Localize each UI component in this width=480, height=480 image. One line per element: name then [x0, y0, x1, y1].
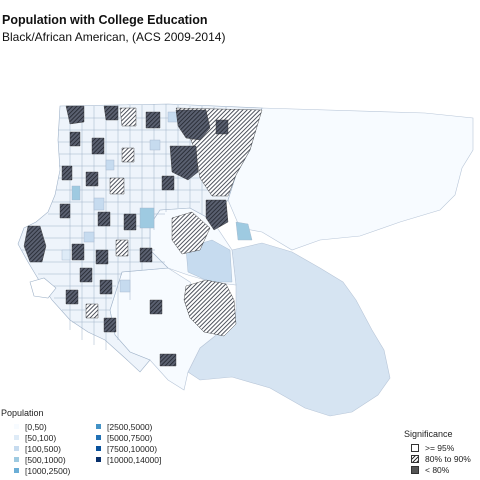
region-east	[227, 107, 474, 251]
legend-item-5000-7500: [5000,7500)	[96, 432, 152, 443]
legend-label: [7500,10000)	[107, 443, 158, 454]
legend-label: [500,1000)	[25, 454, 66, 465]
legend-label: [100,500)	[25, 443, 61, 454]
significance-item-below-80: < 80%	[411, 464, 449, 475]
map-title: Population with College Education	[2, 13, 208, 27]
significance-label: >= 95%	[425, 442, 455, 453]
significance-item-95: >= 95%	[411, 442, 454, 453]
legend-swatch	[96, 424, 101, 429]
legend-label: [2500,5000)	[107, 421, 153, 432]
significance-item-80-90: 80% to 90%	[411, 453, 471, 464]
significance-swatch	[411, 443, 419, 452]
legend-swatch	[14, 468, 19, 473]
significance-label: 80% to 90%	[425, 453, 471, 464]
map-subtitle: Black/African American, (ACS 2009-2014)	[2, 30, 226, 44]
legend-item-500-1000: [500,1000)	[14, 454, 66, 465]
legend-swatch	[96, 457, 101, 462]
legend-item-50-100: [50,100)	[14, 432, 56, 443]
legend-label: [1000,2500)	[25, 465, 71, 476]
legend-label: [10000,14000]	[107, 454, 162, 465]
legend-swatch	[96, 446, 101, 451]
shoreline	[29, 277, 57, 299]
significance-legend-title: Significance	[404, 429, 453, 439]
population-legend-title: Population	[1, 408, 44, 418]
legend-label: [50,100)	[25, 432, 57, 443]
legend-swatch	[14, 446, 19, 451]
legend-label: [0,50)	[25, 421, 47, 432]
legend-item-1000-2500: [1000,2500)	[14, 465, 70, 476]
significance-label: < 80%	[425, 464, 450, 475]
significance-swatch	[411, 465, 419, 474]
hatched-tracts	[23, 105, 263, 367]
legend-item-2500-5000: [2500,5000)	[96, 421, 152, 432]
legend-swatch	[14, 424, 19, 429]
legend-swatch	[14, 457, 19, 462]
significance-swatch	[411, 454, 419, 463]
legend-item-10000-14000: [10000,14000]	[96, 454, 161, 465]
legend-item-0-50: [0,50)	[14, 421, 47, 432]
legend-item-7500-10000: [7500,10000)	[96, 443, 157, 454]
legend-swatch	[96, 435, 101, 440]
legend-swatch	[14, 435, 19, 440]
legend-item-100-500: [100,500)	[14, 443, 61, 454]
legend-label: [5000,7500)	[107, 432, 153, 443]
